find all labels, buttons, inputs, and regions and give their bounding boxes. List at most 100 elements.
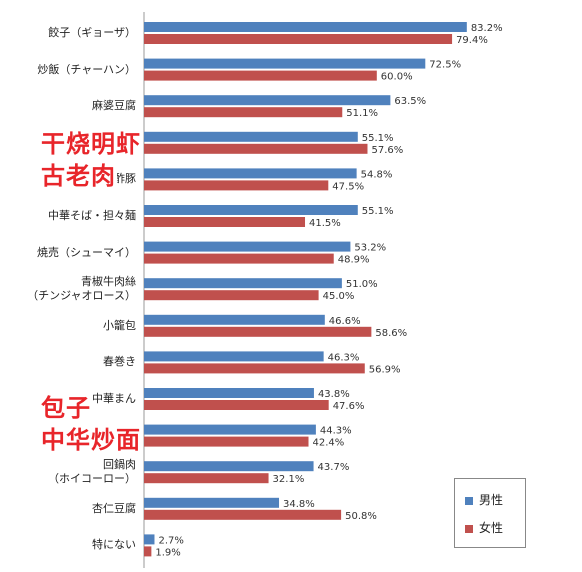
category-label-line: 中華まん [92,392,136,405]
bar-female-11 [144,436,309,447]
legend-item-male: 男性 [465,493,503,507]
bar-male-0 [144,22,467,32]
value-label-female-6: 48.9% [338,255,370,266]
category-label-4: 酢豚 [114,172,136,186]
value-label-male-13: 34.8% [283,499,315,510]
bar-female-13 [144,509,342,520]
value-label-female-1: 60.0% [381,72,413,83]
category-label-line: （チンジャオロース） [27,289,136,303]
bar-male-2 [144,95,391,106]
value-label-female-0: 79.4% [456,35,488,46]
value-label-female-2: 51.1% [346,108,378,119]
value-label-male-6: 53.2% [354,243,386,254]
category-label-12: 回鍋肉 （ホイコーロー） [48,458,136,486]
value-label-female-13: 50.8% [345,511,377,522]
bar-male-9 [144,351,324,362]
bar-male-6 [144,241,351,252]
value-label-female-11: 42.4% [313,438,345,449]
legend: 男性 女性 [454,478,526,548]
category-label-1: 炒飯（チャーハン） [37,63,136,77]
bar-male-1 [144,58,426,69]
category-label-13: 杏仁豆腐 [92,502,136,516]
value-label-male-8: 46.6% [329,316,361,327]
value-label-male-9: 46.3% [328,352,360,363]
value-label-male-1: 72.5% [429,60,461,71]
bar-female-7 [144,290,319,301]
value-label-female-10: 47.6% [333,401,365,412]
category-label-line: 小籠包 [103,318,136,332]
category-label-line: 中華そば・担々麺 [48,209,136,222]
category-label-line: 麻婆豆腐 [92,99,136,113]
value-label-male-3: 55.1% [362,133,394,144]
category-label-7: 青椒牛肉絲 （チンジャオロース） [27,275,136,303]
category-label-10: 中華まん [92,392,136,406]
bar-female-2 [144,107,343,118]
category-label-14: 特にない [92,538,136,552]
category-label-line: 炒飯（チャーハン） [37,62,136,76]
category-label-line: 春巻き [103,355,136,369]
category-label-8: 小籠包 [103,319,136,333]
category-label-2: 麻婆豆腐 [92,99,136,113]
overlay-text-4: 中华炒面 [40,426,142,454]
value-label-female-14: 1.9% [155,547,180,558]
value-label-female-4: 47.5% [332,181,364,192]
bar-female-10 [144,400,329,410]
value-label-male-2: 63.5% [394,96,426,107]
bar-female-1 [144,70,377,81]
value-label-male-4: 54.8% [361,169,393,180]
bar-female-9 [144,363,365,374]
overlay-text-1: 干烧明虾 [40,130,142,158]
category-label-5: 中華そば・担々麺 [48,209,136,223]
bar-male-8 [144,314,325,325]
bar-male-10 [144,388,314,398]
value-label-male-7: 51.0% [346,279,378,290]
legend-label-male: 男性 [479,493,504,507]
bar-male-12 [144,461,314,472]
bar-male-7 [144,278,342,289]
value-label-male-5: 55.1% [362,206,394,217]
value-label-female-9: 56.9% [369,364,401,375]
category-label-line: 餃子（ギョーザ） [48,26,136,39]
bar-female-0 [144,34,453,44]
legend-swatch-male [465,496,473,505]
bar-male-11 [144,424,316,435]
bar-female-12 [144,473,269,484]
overlay-text-3: 包子 [40,394,92,422]
bar-male-4 [144,168,357,179]
bar-male-5 [144,205,358,215]
value-label-female-5: 41.5% [309,218,341,229]
overlay-text-2: 古老肉 [40,162,117,190]
bar-female-5 [144,217,306,227]
category-label-line: 酢豚 [114,172,136,186]
value-label-male-0: 83.2% [471,23,503,34]
value-label-male-11: 44.3% [320,426,352,437]
category-label-line: 特にない [92,538,136,552]
category-label-line: （ホイコーロー） [48,472,136,486]
bar-male-3 [144,131,358,142]
bar-female-4 [144,180,329,191]
value-label-male-14: 2.7% [158,535,183,546]
category-label-9: 春巻き [103,355,136,369]
bar-female-14 [144,546,152,557]
value-label-female-12: 32.1% [273,474,305,485]
bar-female-3 [144,143,368,154]
value-label-male-10: 43.8% [318,389,350,400]
category-label-line: 杏仁豆腐 [92,501,136,515]
value-label-female-3: 57.6% [371,145,403,156]
category-label-6: 焼売（シューマイ） [37,246,136,260]
bar-female-6 [144,253,334,264]
value-label-female-8: 58.6% [375,328,407,339]
category-label-line: 青椒牛肉絲 [81,275,136,289]
legend-item-female: 女性 [465,521,503,535]
bar-male-13 [144,497,280,508]
value-label-male-12: 43.7% [318,462,350,473]
category-label-0: 餃子（ギョーザ） [48,26,136,40]
category-label-line: 焼売（シューマイ） [37,245,136,259]
value-label-female-7: 45.0% [323,291,355,302]
bar-male-14 [144,534,155,545]
category-label-line: 回鍋肉 [103,458,136,472]
legend-label-female: 女性 [479,521,504,535]
bar-female-8 [144,326,372,337]
legend-swatch-female [465,524,473,533]
